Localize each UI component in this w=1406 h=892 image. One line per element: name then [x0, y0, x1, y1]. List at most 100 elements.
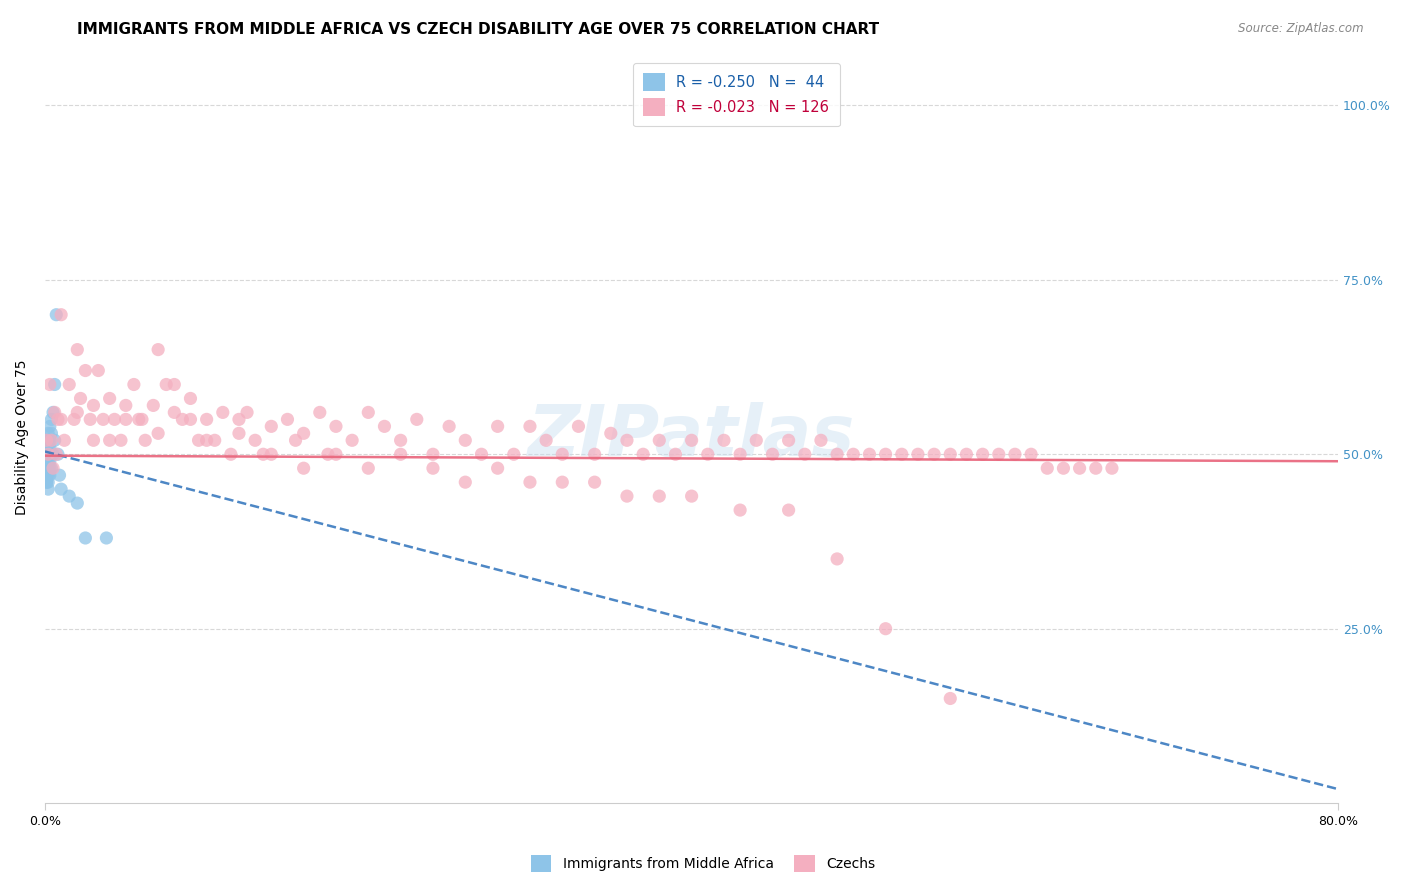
Point: [437, 419, 460, 434]
Text: Source: ZipAtlas.com: Source: ZipAtlas.com: [1239, 22, 1364, 36]
Point: [922, 447, 945, 461]
Point: [69, 392, 91, 406]
Point: [260, 419, 283, 434]
Point: [46, 447, 69, 461]
Point: [75, 531, 97, 545]
Point: [146, 343, 169, 357]
Point: [228, 412, 250, 426]
Point: [179, 412, 201, 426]
Point: [58, 489, 80, 503]
Point: [696, 447, 718, 461]
Point: [38, 468, 60, 483]
Point: [681, 489, 703, 503]
Point: [713, 434, 735, 448]
Point: [340, 434, 363, 448]
Point: [357, 405, 380, 419]
Point: [454, 434, 477, 448]
Point: [37, 440, 59, 454]
Point: [37, 475, 59, 490]
Point: [82, 399, 104, 413]
Point: [163, 377, 186, 392]
Point: [389, 434, 412, 448]
Point: [486, 461, 509, 475]
Point: [187, 434, 209, 448]
Point: [38, 454, 60, 468]
Point: [616, 434, 638, 448]
Point: [87, 363, 110, 377]
Point: [389, 447, 412, 461]
Point: [502, 447, 524, 461]
Point: [1019, 447, 1042, 461]
Point: [35, 454, 58, 468]
Point: [41, 434, 63, 448]
Point: [46, 412, 69, 426]
Point: [37, 447, 59, 461]
Point: [810, 434, 832, 448]
Point: [1084, 461, 1107, 475]
Point: [825, 552, 848, 566]
Point: [35, 475, 58, 490]
Point: [211, 405, 233, 419]
Point: [38, 461, 60, 475]
Point: [972, 447, 994, 461]
Point: [42, 461, 65, 475]
Point: [308, 405, 330, 419]
Point: [98, 392, 121, 406]
Point: [405, 412, 427, 426]
Y-axis label: Disability Age Over 75: Disability Age Over 75: [15, 359, 30, 515]
Point: [842, 447, 865, 461]
Point: [35, 461, 58, 475]
Point: [142, 399, 165, 413]
Point: [519, 475, 541, 490]
Point: [37, 482, 59, 496]
Point: [276, 412, 298, 426]
Point: [252, 447, 274, 461]
Point: [825, 447, 848, 461]
Point: [373, 419, 395, 434]
Point: [38, 419, 60, 434]
Point: [987, 447, 1010, 461]
Point: [66, 496, 89, 510]
Point: [939, 691, 962, 706]
Point: [179, 392, 201, 406]
Point: [583, 447, 606, 461]
Point: [91, 412, 114, 426]
Point: [49, 412, 72, 426]
Point: [114, 399, 136, 413]
Point: [44, 377, 66, 392]
Point: [243, 434, 266, 448]
Point: [858, 447, 880, 461]
Point: [599, 426, 621, 441]
Point: [155, 377, 177, 392]
Point: [45, 447, 67, 461]
Point: [58, 377, 80, 392]
Point: [778, 434, 800, 448]
Point: [486, 419, 509, 434]
Point: [728, 503, 751, 517]
Point: [890, 447, 912, 461]
Point: [122, 377, 145, 392]
Legend: Immigrants from Middle Africa, Czechs: Immigrants from Middle Africa, Czechs: [522, 847, 884, 880]
Point: [128, 412, 150, 426]
Point: [793, 447, 815, 461]
Point: [38, 440, 60, 454]
Point: [146, 426, 169, 441]
Point: [616, 489, 638, 503]
Point: [316, 447, 339, 461]
Point: [35, 475, 58, 490]
Point: [63, 412, 86, 426]
Point: [357, 461, 380, 475]
Point: [875, 447, 897, 461]
Point: [35, 461, 58, 475]
Point: [907, 447, 929, 461]
Point: [955, 447, 977, 461]
Point: [219, 447, 242, 461]
Point: [45, 308, 67, 322]
Point: [49, 482, 72, 496]
Point: [35, 434, 58, 448]
Point: [48, 468, 70, 483]
Point: [79, 412, 101, 426]
Point: [519, 419, 541, 434]
Point: [82, 434, 104, 448]
Point: [1052, 461, 1074, 475]
